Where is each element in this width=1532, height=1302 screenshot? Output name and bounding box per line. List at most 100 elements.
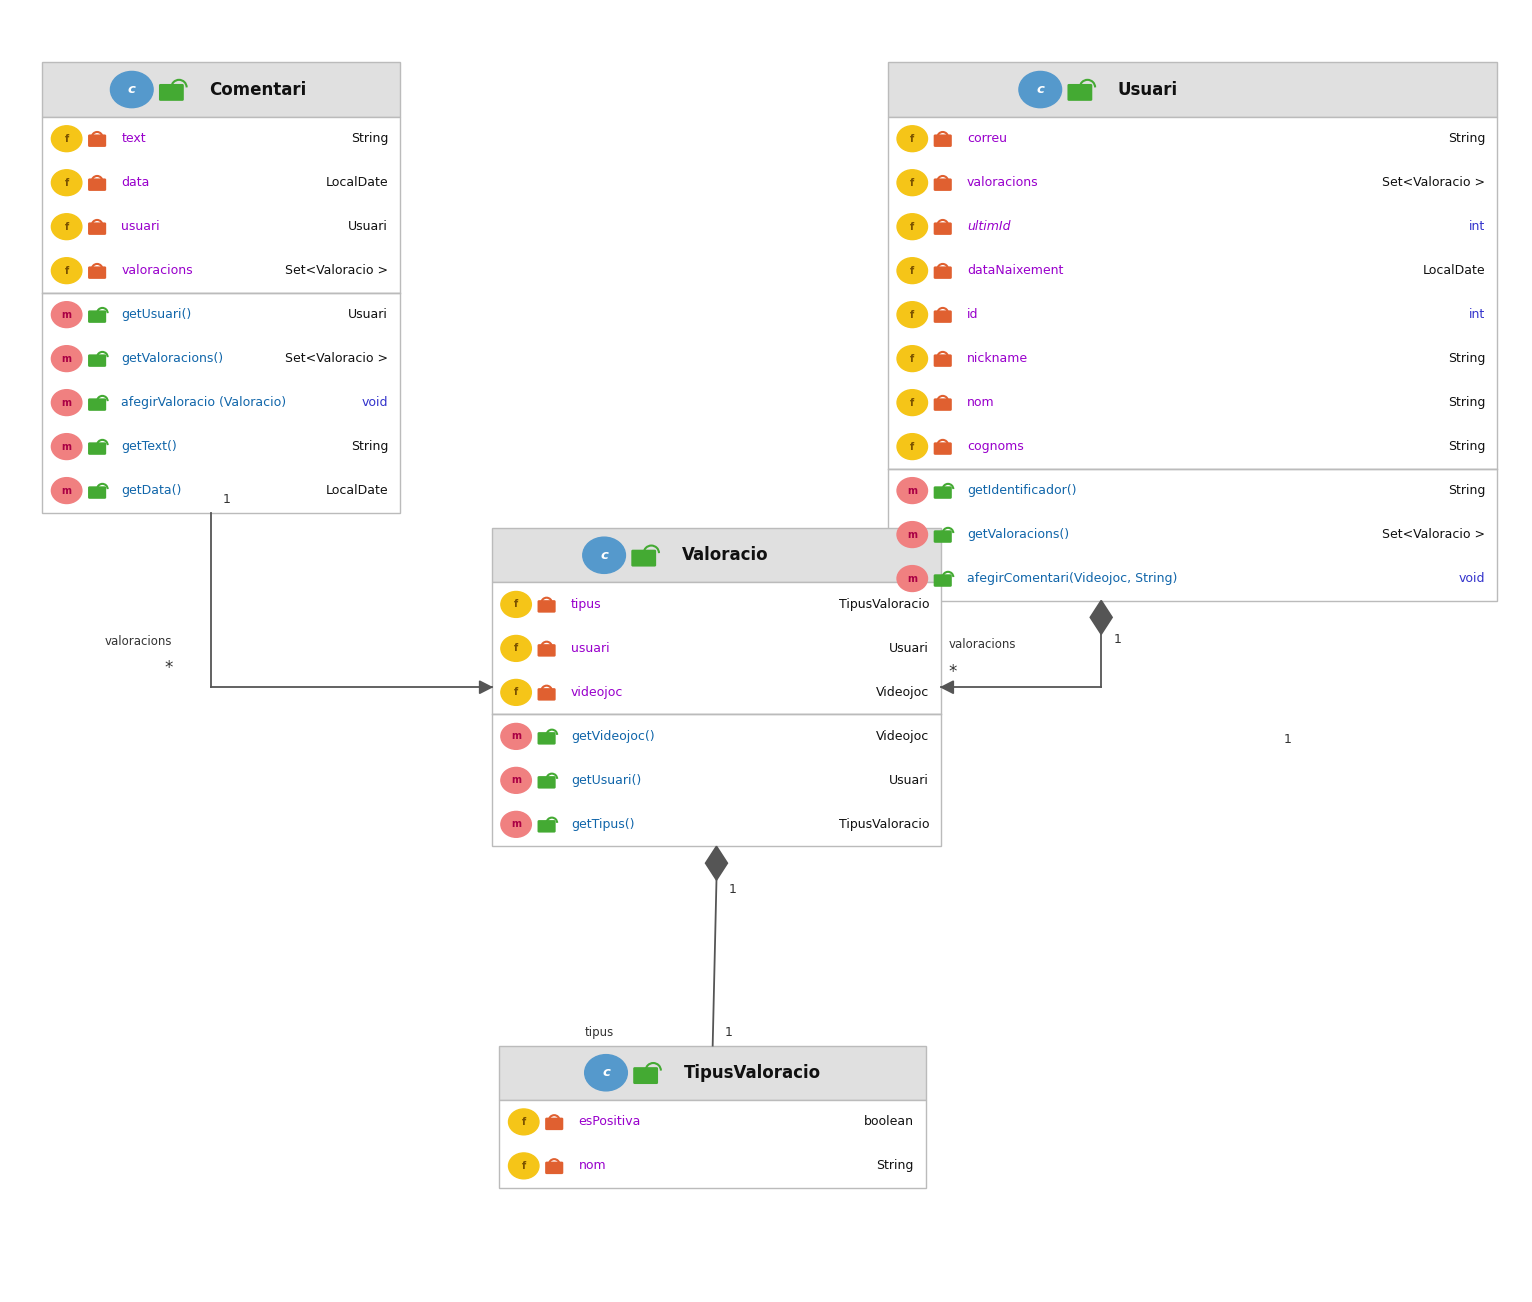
Circle shape [501, 635, 532, 661]
Text: String: String [1448, 396, 1485, 409]
Text: String: String [1448, 133, 1485, 146]
Text: Usuari: Usuari [889, 773, 928, 786]
Text: Set<Valoracio >: Set<Valoracio > [1382, 529, 1485, 542]
Text: nickname: nickname [967, 352, 1028, 365]
FancyBboxPatch shape [538, 776, 556, 789]
Text: int: int [1469, 309, 1485, 322]
FancyBboxPatch shape [87, 134, 106, 147]
Text: m: m [907, 530, 918, 539]
FancyBboxPatch shape [87, 267, 106, 279]
Text: c: c [127, 83, 136, 96]
FancyBboxPatch shape [87, 443, 106, 454]
FancyBboxPatch shape [87, 398, 106, 411]
Circle shape [52, 214, 81, 240]
Text: boolean: boolean [864, 1116, 913, 1129]
Text: TipusValoracio: TipusValoracio [838, 818, 928, 831]
Text: getData(): getData() [121, 484, 182, 497]
Circle shape [52, 434, 81, 460]
FancyBboxPatch shape [43, 293, 400, 513]
Text: f: f [64, 266, 69, 276]
Circle shape [898, 389, 927, 415]
FancyBboxPatch shape [87, 178, 106, 191]
Text: LocalDate: LocalDate [325, 484, 388, 497]
FancyBboxPatch shape [545, 1161, 564, 1174]
Text: getUsuari(): getUsuari() [571, 773, 642, 786]
Text: m: m [512, 776, 521, 785]
Text: Valoracio: Valoracio [682, 547, 769, 564]
Text: nom: nom [579, 1159, 607, 1172]
Text: Usuari: Usuari [889, 642, 928, 655]
FancyBboxPatch shape [538, 600, 556, 613]
FancyBboxPatch shape [889, 469, 1497, 600]
Text: Videojoc: Videojoc [876, 730, 928, 743]
Text: m: m [512, 732, 521, 741]
FancyBboxPatch shape [499, 1100, 925, 1187]
Text: 1: 1 [1284, 733, 1291, 746]
FancyBboxPatch shape [631, 549, 656, 566]
Text: String: String [351, 133, 388, 146]
Text: Comentari: Comentari [210, 81, 306, 99]
Text: 1: 1 [725, 1026, 732, 1039]
Text: tipus: tipus [584, 1026, 614, 1039]
Circle shape [898, 434, 927, 460]
Text: esPositiva: esPositiva [579, 1116, 640, 1129]
Circle shape [52, 302, 81, 328]
FancyBboxPatch shape [933, 178, 951, 191]
Text: usuari: usuari [571, 642, 610, 655]
Circle shape [898, 302, 927, 328]
Text: m: m [907, 574, 918, 583]
FancyBboxPatch shape [933, 310, 951, 323]
Text: m: m [907, 486, 918, 496]
Text: Usuari: Usuari [348, 220, 388, 233]
FancyBboxPatch shape [633, 1068, 659, 1085]
FancyBboxPatch shape [87, 223, 106, 234]
Text: dataNaixement: dataNaixement [967, 264, 1063, 277]
Text: f: f [521, 1161, 525, 1170]
Text: String: String [1448, 352, 1485, 365]
FancyBboxPatch shape [43, 62, 400, 117]
Text: correu: correu [967, 133, 1007, 146]
FancyBboxPatch shape [889, 117, 1497, 469]
Text: Usuari: Usuari [348, 309, 388, 322]
Text: f: f [515, 599, 518, 609]
Text: f: f [910, 134, 915, 143]
Text: nom: nom [967, 396, 994, 409]
Text: id: id [967, 309, 979, 322]
Text: f: f [910, 397, 915, 408]
Text: void: void [1458, 572, 1485, 585]
FancyBboxPatch shape [43, 117, 400, 293]
Text: c: c [602, 1066, 610, 1079]
Circle shape [52, 126, 81, 151]
FancyBboxPatch shape [87, 310, 106, 323]
Text: *: * [164, 659, 173, 677]
Circle shape [509, 1154, 539, 1178]
Circle shape [898, 126, 927, 151]
FancyBboxPatch shape [538, 820, 556, 832]
Circle shape [501, 724, 532, 750]
Text: getValoracions(): getValoracions() [121, 352, 224, 365]
Text: valoracions: valoracions [121, 264, 193, 277]
FancyBboxPatch shape [538, 644, 556, 656]
Circle shape [898, 169, 927, 195]
Text: m: m [61, 486, 72, 496]
Circle shape [52, 169, 81, 195]
Text: getTipus(): getTipus() [571, 818, 634, 831]
FancyBboxPatch shape [545, 1117, 564, 1130]
Circle shape [898, 214, 927, 240]
Text: f: f [64, 221, 69, 232]
Text: getText(): getText() [121, 440, 178, 453]
Text: 1: 1 [1114, 633, 1121, 646]
FancyBboxPatch shape [538, 689, 556, 700]
FancyBboxPatch shape [159, 83, 184, 100]
Text: Videojoc: Videojoc [876, 686, 928, 699]
Text: usuari: usuari [121, 220, 161, 233]
Text: cognoms: cognoms [967, 440, 1023, 453]
Text: getUsuari(): getUsuari() [121, 309, 192, 322]
Circle shape [52, 478, 81, 504]
Text: String: String [1448, 440, 1485, 453]
Text: m: m [61, 441, 72, 452]
Text: afegirComentari(Videojoc, String): afegirComentari(Videojoc, String) [967, 572, 1178, 585]
Text: videojoc: videojoc [571, 686, 624, 699]
FancyBboxPatch shape [933, 223, 951, 234]
Circle shape [52, 346, 81, 371]
